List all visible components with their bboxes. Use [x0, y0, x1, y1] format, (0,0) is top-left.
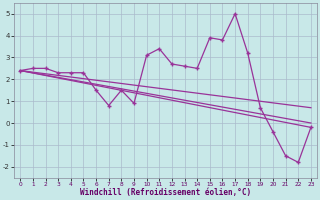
X-axis label: Windchill (Refroidissement éolien,°C): Windchill (Refroidissement éolien,°C): [80, 188, 251, 197]
